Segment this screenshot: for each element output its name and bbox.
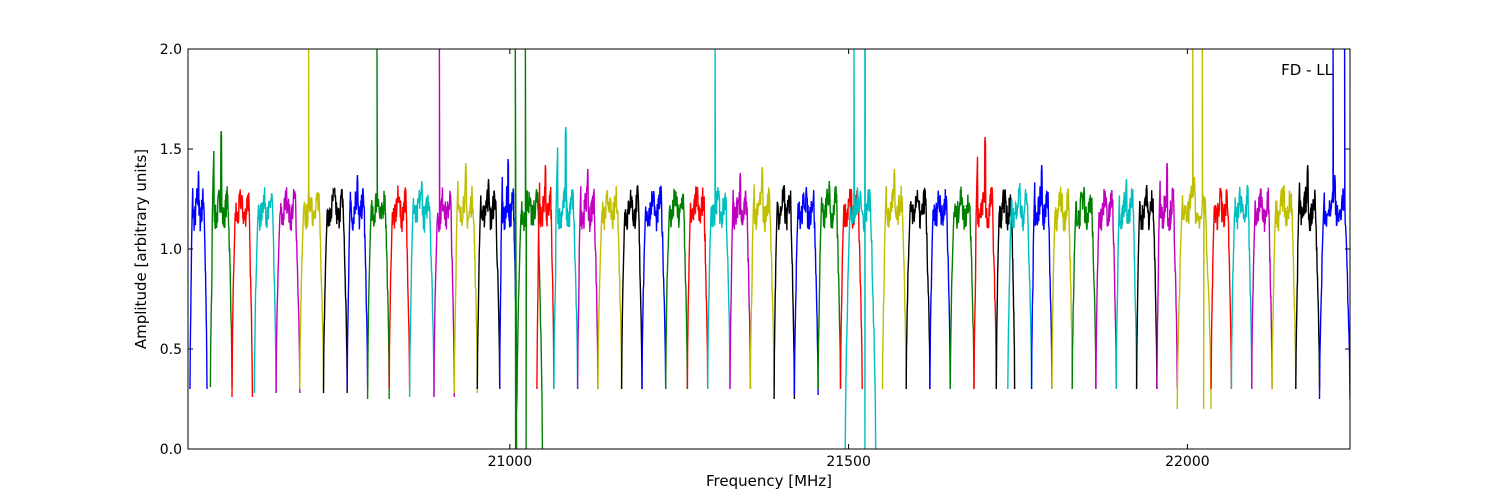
spectral-window-line — [665, 188, 689, 390]
spectral-window-line — [536, 164, 555, 390]
chart-annotation: FD - LL — [1281, 61, 1333, 79]
spectral-window-line — [1051, 186, 1073, 390]
y-tick-label: 0.5 — [160, 342, 182, 358]
spectral-window-line — [1115, 178, 1138, 390]
y-tick-label: 2.0 — [160, 42, 182, 58]
spectral-window-line — [597, 185, 623, 390]
plot-frame — [187, 48, 1351, 450]
spectral-window-line — [253, 187, 277, 394]
series-layer — [189, 49, 1350, 449]
spectral-window-line — [1095, 188, 1117, 390]
spectral-window-line — [1176, 49, 1212, 410]
y-tick-label: 1.0 — [160, 242, 182, 258]
spectral-window-line — [1295, 164, 1321, 390]
spectral-window-line — [1271, 184, 1297, 390]
spectral-window-line — [729, 172, 752, 390]
spectral-window-line — [231, 189, 254, 398]
spectral-window-line — [817, 180, 842, 390]
spectral-window-line — [322, 187, 348, 394]
x-tick-label: 21000 — [488, 454, 533, 470]
spectral-window-line — [1030, 164, 1053, 390]
spectral-window-line — [686, 186, 709, 390]
spectral-window-line — [553, 126, 579, 390]
spectral-window-line — [1210, 187, 1233, 390]
spectral-window-line — [576, 168, 599, 390]
spectral-window-line — [707, 49, 731, 390]
spectral-window-line — [1156, 162, 1178, 390]
spectral-window-line — [949, 186, 975, 390]
spectral-window-line — [209, 130, 233, 388]
spectral-window-line — [433, 49, 455, 398]
spectral-window-line — [499, 158, 518, 390]
y-axis-label: Amplitude [arbitrary units] — [132, 149, 150, 349]
spectral-window-line — [1318, 49, 1350, 400]
spectral-window-line — [929, 189, 951, 390]
spectral-window-line — [793, 186, 819, 396]
spectral-window-line — [275, 187, 301, 394]
spectral-window-line — [514, 49, 544, 449]
spectral-window-line — [620, 184, 643, 390]
x-axis-label: Frequency [MHz] — [706, 472, 832, 490]
spectral-window-line — [1071, 186, 1097, 390]
spectral-window-line — [881, 168, 907, 390]
tick-layer: 21000 21500 22000 0.0 0.5 1.0 1.5 2.0 — [160, 42, 1350, 470]
spectral-window-line — [388, 185, 411, 390]
spectral-window-line — [905, 187, 931, 390]
spectral-window-line — [366, 49, 390, 400]
spectral-window-line — [476, 178, 501, 390]
x-tick-label: 22000 — [1165, 454, 1210, 470]
spectral-window-line — [408, 180, 435, 398]
spectral-window-line — [844, 49, 877, 449]
spectral-window-line — [189, 170, 208, 390]
y-tick-label: 0.0 — [160, 442, 182, 458]
spectral-window-line — [346, 174, 369, 390]
spectral-window-line — [641, 185, 667, 390]
spectral-window-line — [973, 136, 997, 390]
spectral-window-line — [299, 49, 325, 390]
spectral-window-line — [1230, 185, 1253, 390]
x-tick-label: 21500 — [826, 454, 871, 470]
spectral-window-line — [773, 184, 796, 400]
y-tick-label: 1.5 — [160, 142, 182, 158]
spectral-window-line — [1135, 184, 1158, 390]
spectral-window-line — [1251, 187, 1273, 390]
spectral-window-line — [1007, 182, 1033, 390]
spectral-window-line — [749, 166, 775, 390]
spectral-window-line — [453, 162, 478, 394]
